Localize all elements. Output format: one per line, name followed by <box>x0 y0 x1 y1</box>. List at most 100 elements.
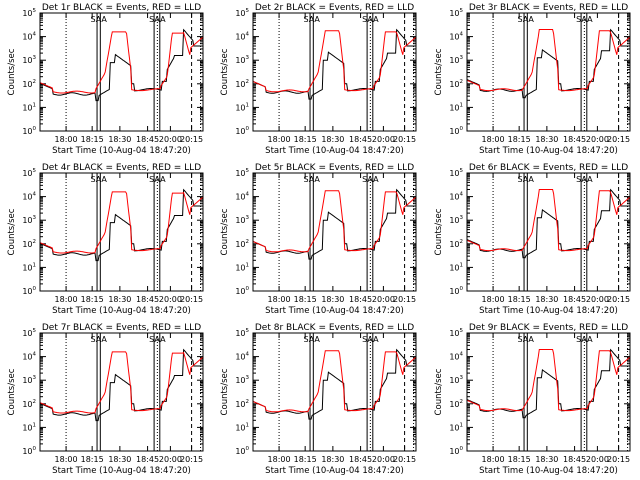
detector-panel: Det 6r BLACK = Events, RED = LLD Counts/s… <box>434 163 631 316</box>
events-trace <box>466 28 630 99</box>
saa-label: SAA <box>576 175 593 184</box>
y-tick-label: 101 <box>449 262 463 272</box>
x-tick-label: 18:30 <box>108 295 131 304</box>
y-tick-label: 103 <box>22 375 36 385</box>
y-tick-label: 104 <box>22 352 36 362</box>
y-axis-label: Counts/sec <box>220 368 230 415</box>
y-tick-label: 105 <box>22 328 36 338</box>
x-tick-label: 20:00 <box>586 295 609 304</box>
events-trace <box>252 28 416 100</box>
y-tick-label: 101 <box>235 262 249 272</box>
x-tick-label: 18:30 <box>321 455 344 464</box>
x-tick-label: 18:00 <box>482 455 505 464</box>
y-tick-label: 102 <box>22 399 36 409</box>
y-tick-label: 105 <box>22 168 36 178</box>
lld-trace <box>39 31 204 94</box>
x-tick-label: 18:45 <box>136 295 159 304</box>
x-axis-label: Start Time (10-Aug-04 18:47:20) <box>52 146 191 156</box>
x-tick-label: 18:30 <box>321 295 344 304</box>
detector-panel: Det 9r BLACK = Events, RED = LLD Counts/s… <box>434 323 631 476</box>
x-tick-label: 20:15 <box>393 455 416 464</box>
x-axis-label: Start Time (10-Aug-04 18:47:20) <box>479 306 618 316</box>
y-tick-label: 103 <box>449 375 463 385</box>
saa-label: SAA <box>517 15 534 24</box>
detector-panel: Det 7r BLACK = Events, RED = LLD Counts/s… <box>7 323 204 476</box>
events-trace <box>252 188 416 260</box>
plot-frame <box>252 172 417 292</box>
x-tick-label: 20:15 <box>180 455 203 464</box>
y-tick-label: 103 <box>235 55 249 65</box>
saa-label: SAA <box>303 15 320 24</box>
plot-frame <box>466 12 631 132</box>
x-tick-label: 18:00 <box>268 135 291 144</box>
events-trace <box>252 348 416 420</box>
plot-frame <box>39 172 204 292</box>
y-tick-label: 100 <box>449 446 463 456</box>
y-axis-label: Counts/sec <box>7 368 17 415</box>
x-tick-label: 18:30 <box>535 295 558 304</box>
saa-label: SAA <box>362 175 379 184</box>
x-tick-label: 20:15 <box>393 295 416 304</box>
y-tick-label: 100 <box>22 286 36 296</box>
x-tick-label: 20:00 <box>159 455 182 464</box>
y-tick-label: 104 <box>449 352 463 362</box>
x-tick-label: 18:30 <box>321 135 344 144</box>
y-axis-label: Counts/sec <box>220 48 230 95</box>
x-tick-label: 18:15 <box>81 135 104 144</box>
y-tick-label: 103 <box>449 215 463 225</box>
y-tick-label: 104 <box>22 192 36 202</box>
y-tick-label: 101 <box>449 102 463 112</box>
lld-trace <box>252 190 417 253</box>
y-tick-label: 103 <box>449 55 463 65</box>
x-tick-label: 18:00 <box>55 295 78 304</box>
y-axis-label: Counts/sec <box>7 208 17 255</box>
x-tick-label: 18:00 <box>482 295 505 304</box>
x-tick-label: 18:15 <box>81 455 104 464</box>
plot-frame <box>252 12 417 132</box>
saa-label: SAA <box>90 175 107 184</box>
saa-label: SAA <box>149 335 166 344</box>
y-tick-label: 104 <box>449 192 463 202</box>
x-tick-label: 20:15 <box>607 295 630 304</box>
plot-frame <box>39 12 204 132</box>
y-tick-label: 105 <box>449 168 463 178</box>
y-tick-label: 100 <box>235 126 249 136</box>
x-tick-label: 20:15 <box>180 135 203 144</box>
saa-label: SAA <box>90 335 107 344</box>
x-tick-label: 20:15 <box>607 135 630 144</box>
y-tick-label: 104 <box>22 32 36 42</box>
saa-label: SAA <box>517 175 534 184</box>
x-tick-label: 18:30 <box>108 135 131 144</box>
plot-frame <box>466 332 631 452</box>
events-trace <box>39 188 203 262</box>
lld-trace <box>252 30 417 93</box>
saa-label: SAA <box>362 15 379 24</box>
x-axis-label: Start Time (10-Aug-04 18:47:20) <box>52 306 191 316</box>
y-tick-label: 102 <box>235 239 249 249</box>
x-tick-label: 20:15 <box>607 455 630 464</box>
x-tick-label: 20:00 <box>372 455 395 464</box>
lld-trace <box>466 29 631 92</box>
plot-frame <box>252 332 417 452</box>
x-tick-label: 20:00 <box>372 295 395 304</box>
saa-label: SAA <box>303 335 320 344</box>
y-tick-label: 105 <box>235 168 249 178</box>
y-tick-label: 103 <box>235 375 249 385</box>
y-tick-label: 105 <box>235 8 249 18</box>
x-tick-label: 20:15 <box>180 295 203 304</box>
lld-trace <box>39 191 204 254</box>
x-tick-label: 18:30 <box>108 455 131 464</box>
panel-title: Det 3r BLACK = Events, RED = LLD <box>469 3 628 13</box>
x-tick-label: 18:15 <box>294 455 317 464</box>
y-tick-label: 103 <box>235 215 249 225</box>
saa-label: SAA <box>576 335 593 344</box>
x-tick-label: 20:00 <box>372 135 395 144</box>
y-tick-label: 100 <box>22 446 36 456</box>
panel-title: Det 9r BLACK = Events, RED = LLD <box>469 323 628 333</box>
detector-panel: Det 4r BLACK = Events, RED = LLD Counts/s… <box>7 163 204 316</box>
events-trace <box>39 28 203 102</box>
detector-panel: Det 3r BLACK = Events, RED = LLD Counts/s… <box>434 3 631 156</box>
y-tick-label: 102 <box>235 79 249 89</box>
y-axis-label: Counts/sec <box>434 208 444 255</box>
